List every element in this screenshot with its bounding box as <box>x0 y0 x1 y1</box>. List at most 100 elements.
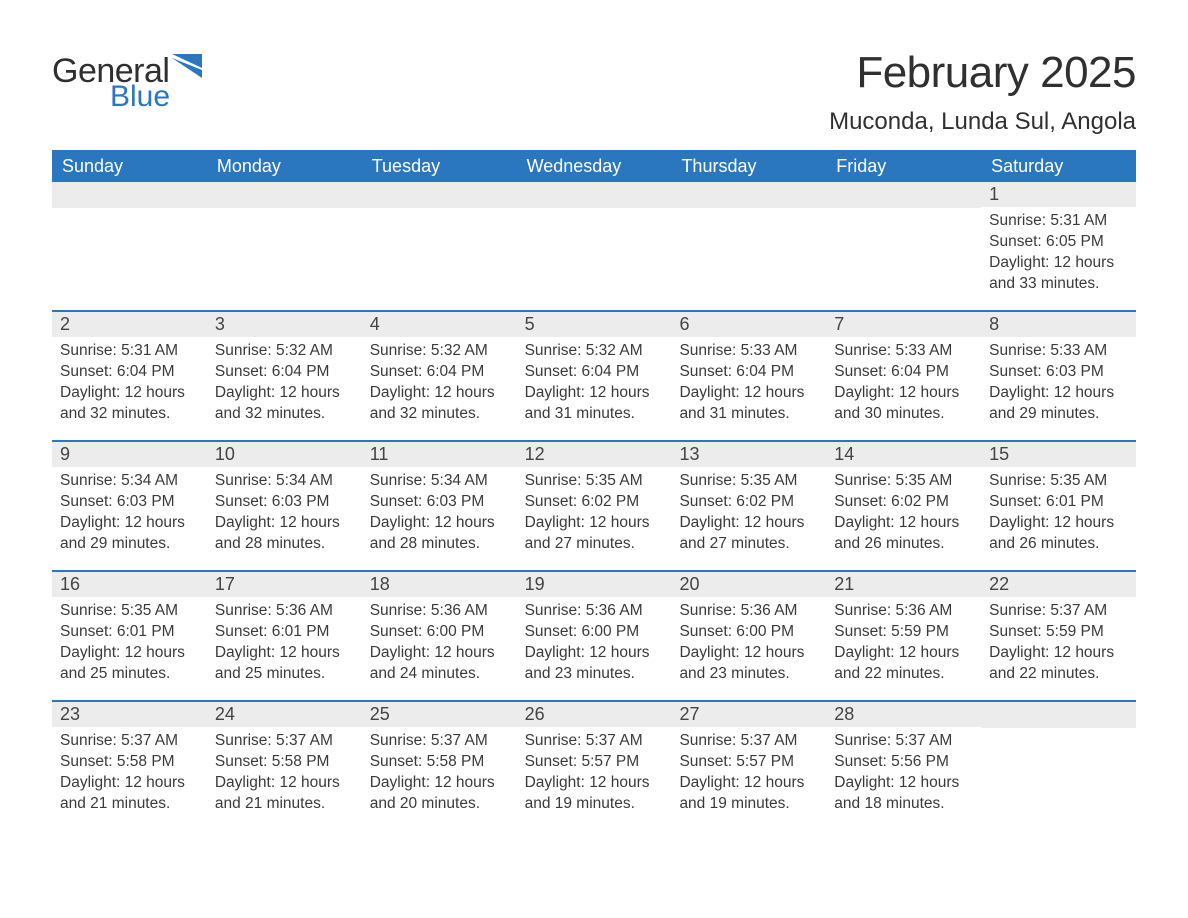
day-cell <box>362 182 517 310</box>
day-cell: 4Sunrise: 5:32 AMSunset: 6:04 PMDaylight… <box>362 312 517 440</box>
sunset-text: Sunset: 6:00 PM <box>679 622 818 643</box>
day-info: Sunrise: 5:35 AMSunset: 6:02 PMDaylight:… <box>525 471 664 555</box>
title-block: February 2025 Muconda, Lunda Sul, Angola <box>829 48 1136 136</box>
sunrise-text: Sunrise: 5:37 AM <box>989 601 1128 622</box>
daylight-text: Daylight: 12 hours and 22 minutes. <box>834 643 973 685</box>
day-info: Sunrise: 5:36 AMSunset: 6:00 PMDaylight:… <box>525 601 664 685</box>
sunset-text: Sunset: 6:01 PM <box>989 492 1128 513</box>
day-info: Sunrise: 5:34 AMSunset: 6:03 PMDaylight:… <box>215 471 354 555</box>
daylight-text: Daylight: 12 hours and 22 minutes. <box>989 643 1128 685</box>
day-cell: 16Sunrise: 5:35 AMSunset: 6:01 PMDayligh… <box>52 572 207 700</box>
daylight-text: Daylight: 12 hours and 32 minutes. <box>215 383 354 425</box>
day-cell: 26Sunrise: 5:37 AMSunset: 5:57 PMDayligh… <box>517 702 672 830</box>
sunrise-text: Sunrise: 5:37 AM <box>525 731 664 752</box>
day-info: Sunrise: 5:35 AMSunset: 6:01 PMDaylight:… <box>989 471 1128 555</box>
day-cell: 11Sunrise: 5:34 AMSunset: 6:03 PMDayligh… <box>362 442 517 570</box>
sunset-text: Sunset: 5:57 PM <box>525 752 664 773</box>
day-number: 18 <box>362 572 517 597</box>
sunrise-text: Sunrise: 5:33 AM <box>679 341 818 362</box>
daylight-text: Daylight: 12 hours and 25 minutes. <box>215 643 354 685</box>
daylight-text: Daylight: 12 hours and 30 minutes. <box>834 383 973 425</box>
day-number: 15 <box>981 442 1136 467</box>
day-cell: 21Sunrise: 5:36 AMSunset: 5:59 PMDayligh… <box>826 572 981 700</box>
day-number <box>207 182 362 208</box>
sunrise-text: Sunrise: 5:36 AM <box>525 601 664 622</box>
sunrise-text: Sunrise: 5:36 AM <box>679 601 818 622</box>
day-number: 14 <box>826 442 981 467</box>
sunset-text: Sunset: 6:03 PM <box>989 362 1128 383</box>
day-cell <box>826 182 981 310</box>
sunrise-text: Sunrise: 5:37 AM <box>370 731 509 752</box>
daylight-text: Daylight: 12 hours and 29 minutes. <box>60 513 199 555</box>
sunset-text: Sunset: 5:59 PM <box>834 622 973 643</box>
daylight-text: Daylight: 12 hours and 20 minutes. <box>370 773 509 815</box>
daylight-text: Daylight: 12 hours and 28 minutes. <box>215 513 354 555</box>
day-info: Sunrise: 5:37 AMSunset: 5:58 PMDaylight:… <box>60 731 199 815</box>
sunrise-text: Sunrise: 5:35 AM <box>525 471 664 492</box>
sunrise-text: Sunrise: 5:37 AM <box>60 731 199 752</box>
sunset-text: Sunset: 6:02 PM <box>525 492 664 513</box>
sunset-text: Sunset: 6:03 PM <box>370 492 509 513</box>
sunrise-text: Sunrise: 5:32 AM <box>215 341 354 362</box>
day-info: Sunrise: 5:35 AMSunset: 6:02 PMDaylight:… <box>679 471 818 555</box>
day-number <box>362 182 517 208</box>
day-number: 6 <box>671 312 826 337</box>
sunrise-text: Sunrise: 5:35 AM <box>834 471 973 492</box>
day-info: Sunrise: 5:37 AMSunset: 5:57 PMDaylight:… <box>679 731 818 815</box>
day-info: Sunrise: 5:37 AMSunset: 5:58 PMDaylight:… <box>370 731 509 815</box>
sunset-text: Sunset: 6:02 PM <box>679 492 818 513</box>
sunset-text: Sunset: 5:58 PM <box>370 752 509 773</box>
sunset-text: Sunset: 5:57 PM <box>679 752 818 773</box>
daylight-text: Daylight: 12 hours and 26 minutes. <box>989 513 1128 555</box>
daylight-text: Daylight: 12 hours and 33 minutes. <box>989 253 1128 295</box>
day-info: Sunrise: 5:31 AMSunset: 6:04 PMDaylight:… <box>60 341 199 425</box>
daylight-text: Daylight: 12 hours and 32 minutes. <box>60 383 199 425</box>
day-cell: 7Sunrise: 5:33 AMSunset: 6:04 PMDaylight… <box>826 312 981 440</box>
daylight-text: Daylight: 12 hours and 23 minutes. <box>525 643 664 685</box>
day-info: Sunrise: 5:32 AMSunset: 6:04 PMDaylight:… <box>525 341 664 425</box>
daylight-text: Daylight: 12 hours and 31 minutes. <box>679 383 818 425</box>
daylight-text: Daylight: 12 hours and 25 minutes. <box>60 643 199 685</box>
day-info: Sunrise: 5:36 AMSunset: 5:59 PMDaylight:… <box>834 601 973 685</box>
sunset-text: Sunset: 6:04 PM <box>834 362 973 383</box>
day-number: 19 <box>517 572 672 597</box>
day-number <box>52 182 207 208</box>
header: General Blue February 2025 Muconda, Lund… <box>52 48 1136 136</box>
sunset-text: Sunset: 6:04 PM <box>679 362 818 383</box>
day-number: 16 <box>52 572 207 597</box>
sunset-text: Sunset: 6:02 PM <box>834 492 973 513</box>
sunset-text: Sunset: 5:59 PM <box>989 622 1128 643</box>
sunset-text: Sunset: 6:01 PM <box>215 622 354 643</box>
day-number: 8 <box>981 312 1136 337</box>
week-row: 9Sunrise: 5:34 AMSunset: 6:03 PMDaylight… <box>52 440 1136 570</box>
day-number: 1 <box>981 182 1136 207</box>
day-number: 11 <box>362 442 517 467</box>
location: Muconda, Lunda Sul, Angola <box>829 108 1136 136</box>
day-cell: 24Sunrise: 5:37 AMSunset: 5:58 PMDayligh… <box>207 702 362 830</box>
day-cell: 10Sunrise: 5:34 AMSunset: 6:03 PMDayligh… <box>207 442 362 570</box>
sunset-text: Sunset: 6:05 PM <box>989 232 1128 253</box>
week-row: 2Sunrise: 5:31 AMSunset: 6:04 PMDaylight… <box>52 310 1136 440</box>
sunrise-text: Sunrise: 5:35 AM <box>989 471 1128 492</box>
day-cell: 28Sunrise: 5:37 AMSunset: 5:56 PMDayligh… <box>826 702 981 830</box>
sunset-text: Sunset: 6:01 PM <box>60 622 199 643</box>
sunset-text: Sunset: 6:04 PM <box>525 362 664 383</box>
day-number: 27 <box>671 702 826 727</box>
day-cell: 12Sunrise: 5:35 AMSunset: 6:02 PMDayligh… <box>517 442 672 570</box>
day-cell: 5 Sunrise: 5:32 AMSunset: 6:04 PMDaylight… <box>517 312 672 440</box>
day-cell: 18Sunrise: 5:36 AMSunset: 6:00 PMDayligh… <box>362 572 517 700</box>
day-number: 5 <box>517 312 672 337</box>
sunrise-text: Sunrise: 5:37 AM <box>679 731 818 752</box>
day-number: 26 <box>517 702 672 727</box>
sunrise-text: Sunrise: 5:36 AM <box>215 601 354 622</box>
day-cell <box>207 182 362 310</box>
daylight-text: Daylight: 12 hours and 27 minutes. <box>525 513 664 555</box>
daylight-text: Daylight: 12 hours and 29 minutes. <box>989 383 1128 425</box>
day-number: 3 <box>207 312 362 337</box>
sunrise-text: Sunrise: 5:36 AM <box>370 601 509 622</box>
sunset-text: Sunset: 6:00 PM <box>525 622 664 643</box>
day-cell: 25Sunrise: 5:37 AMSunset: 5:58 PMDayligh… <box>362 702 517 830</box>
day-info: Sunrise: 5:31 AMSunset: 6:05 PMDaylight:… <box>989 211 1128 295</box>
day-cell: 27 Sunrise: 5:37 AMSunset: 5:57 PMDayligh… <box>671 702 826 830</box>
day-info: Sunrise: 5:33 AMSunset: 6:03 PMDaylight:… <box>989 341 1128 425</box>
